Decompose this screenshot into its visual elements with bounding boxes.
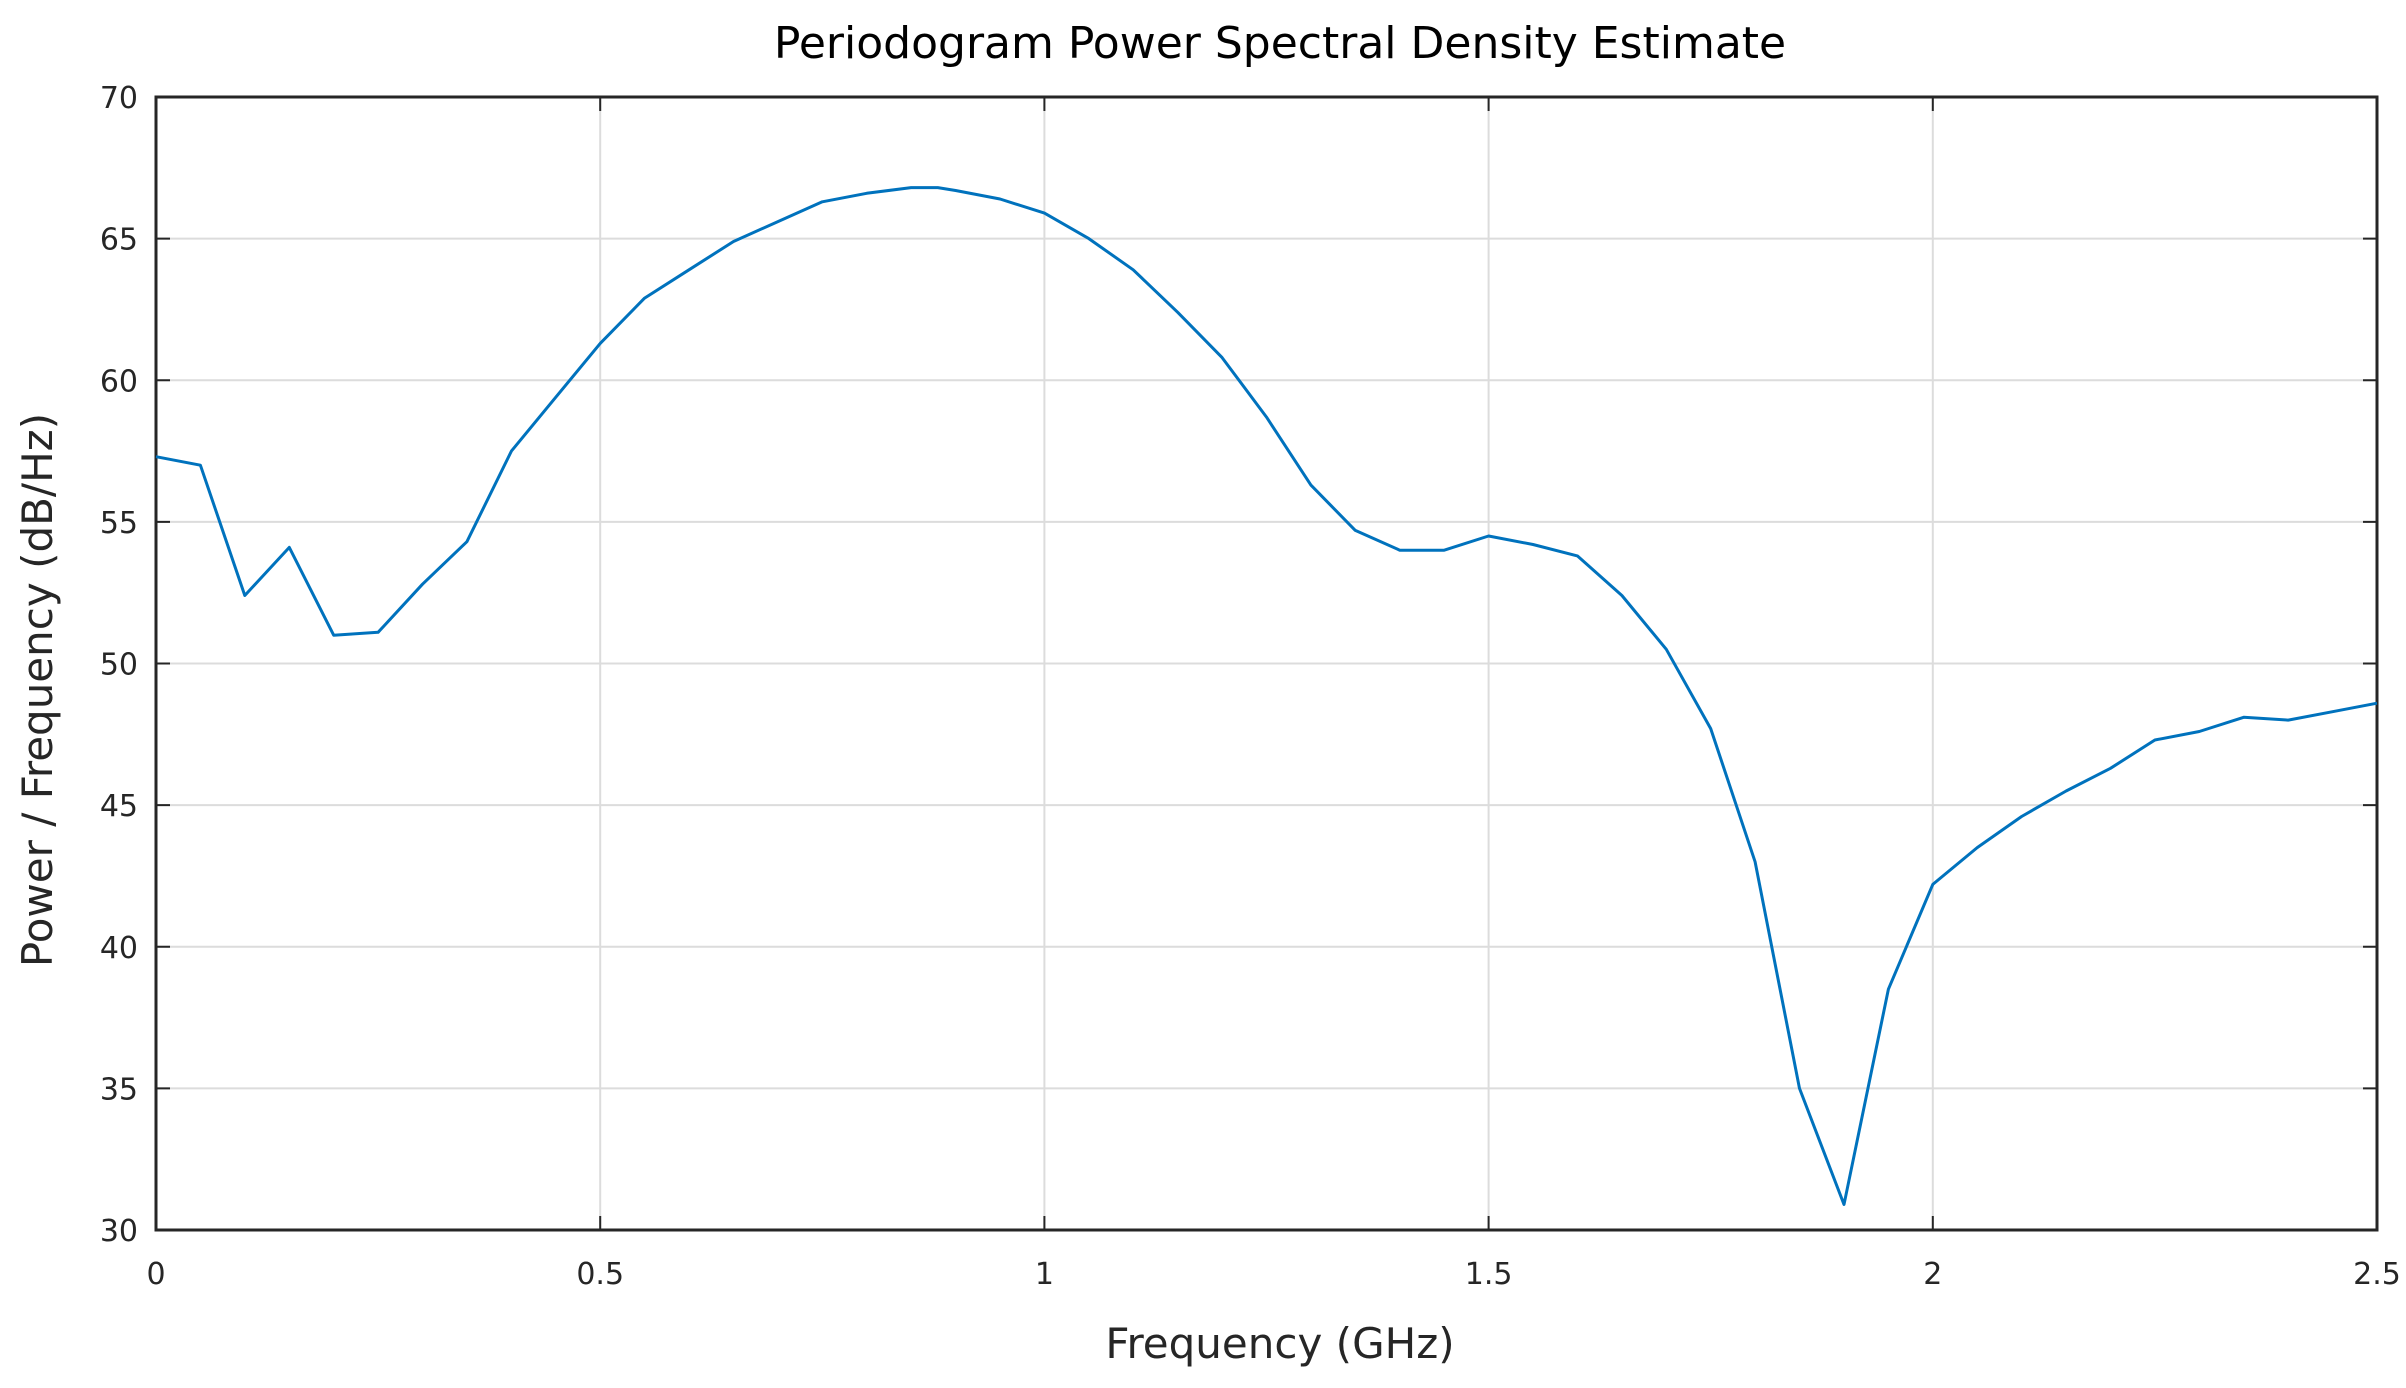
grid-layer (156, 97, 2377, 1230)
x-axis-title: Frequency (GHz) (1105, 1319, 1454, 1368)
line-layer (155, 186, 2378, 1206)
y-tick-label: 55 (100, 506, 138, 541)
y-axis-title: Power / Frequency (dB/Hz) (13, 413, 62, 967)
psd-series-line (155, 186, 2378, 1206)
y-tick-label: 40 (100, 931, 138, 966)
x-tick-label: 1 (1035, 1257, 1054, 1292)
y-tick-label: 50 (100, 648, 138, 683)
chart-title: Periodogram Power Spectral Density Estim… (774, 18, 1786, 69)
x-tick-label: 2 (1923, 1257, 1942, 1292)
y-tick-label: 70 (100, 81, 138, 116)
y-tick-label: 35 (100, 1072, 138, 1107)
tick-layer: 0 0.5 1 1.5 2 2.5 30 35 40 45 50 55 60 65 70 (100, 81, 2401, 1292)
y-tick-label: 30 (100, 1214, 138, 1249)
x-tick-label: 0.5 (576, 1257, 624, 1292)
x-tick-label: 0 (146, 1257, 165, 1292)
x-tick-label: 2.5 (2353, 1257, 2401, 1292)
y-tick-label: 60 (100, 364, 138, 399)
x-tick-label: 1.5 (1465, 1257, 1513, 1292)
y-tick-label: 45 (100, 789, 138, 824)
y-tick-label: 65 (100, 223, 138, 258)
